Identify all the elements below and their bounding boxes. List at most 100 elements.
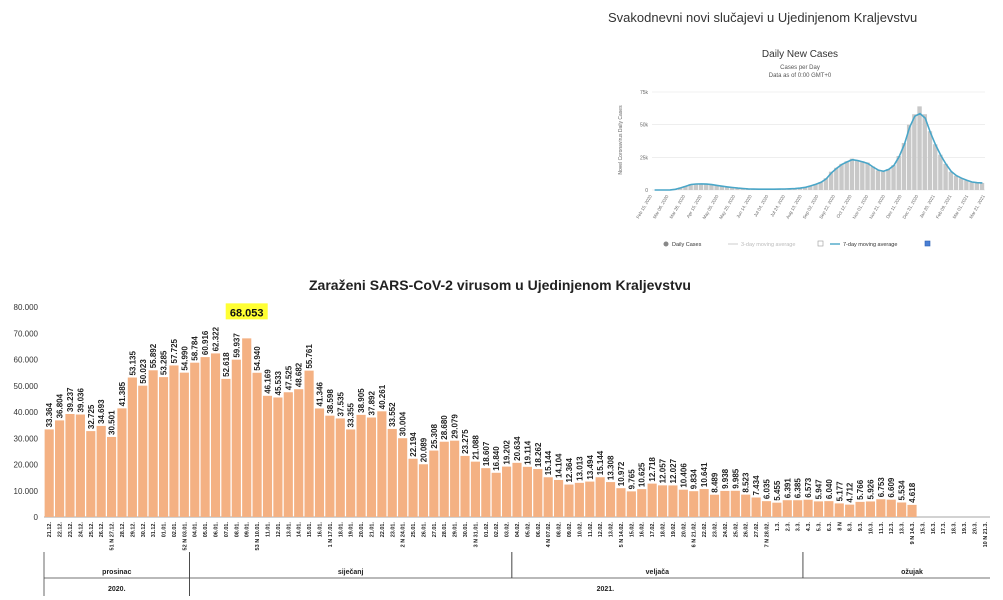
x-category-label: 11.02. bbox=[588, 522, 594, 537]
x-category-label: 08.01. bbox=[234, 522, 240, 538]
small-chart-bar bbox=[917, 106, 922, 190]
bar-value-label: 25.308 bbox=[430, 424, 439, 449]
bar-value-label: 5.766 bbox=[856, 479, 865, 500]
bar-value-label: 37.535 bbox=[336, 391, 345, 416]
bar bbox=[574, 482, 584, 517]
bar bbox=[595, 477, 605, 517]
main-chart-ytick: 40.000 bbox=[14, 408, 39, 417]
x-category-label: 30.12. bbox=[141, 522, 147, 538]
bar-value-label: 10.641 bbox=[700, 462, 709, 487]
x-category-label: 22.01. bbox=[380, 522, 386, 538]
x-category-label: 13.02. bbox=[609, 522, 615, 538]
highlight-label-background bbox=[225, 303, 268, 320]
bar bbox=[876, 499, 886, 517]
x-category-label: 18.02. bbox=[661, 522, 667, 538]
bar bbox=[709, 494, 720, 517]
small-chart-bar bbox=[698, 183, 704, 190]
bar-value-label: 30.004 bbox=[399, 411, 408, 436]
bar bbox=[127, 377, 137, 517]
small-chart-bar bbox=[719, 186, 725, 190]
bar-value-label: 6.573 bbox=[804, 477, 813, 498]
x-category-label: 12.01. bbox=[276, 522, 282, 538]
x-category-label: 3.3. bbox=[796, 522, 802, 532]
bar-value-label: 6.753 bbox=[877, 477, 886, 498]
bar-value-label: 5.177 bbox=[835, 481, 844, 502]
x-category-label: 04.02. bbox=[515, 522, 521, 538]
bar-value-label: 8.489 bbox=[711, 472, 720, 493]
bar-value-label: 6.385 bbox=[794, 478, 803, 499]
small-chart-bar bbox=[891, 165, 896, 190]
bar bbox=[678, 489, 688, 517]
bar bbox=[55, 420, 65, 517]
bar bbox=[564, 484, 574, 517]
x-category-label: 22.12. bbox=[58, 522, 64, 538]
x-category-label: 11.3. bbox=[879, 522, 885, 534]
small-chart-bar bbox=[797, 188, 803, 190]
bar bbox=[657, 485, 668, 517]
bar-value-label: 37.892 bbox=[367, 391, 376, 416]
bar bbox=[845, 504, 855, 517]
bar bbox=[741, 494, 751, 517]
bar bbox=[429, 450, 439, 517]
main-chart-ytick: 30.000 bbox=[14, 434, 39, 443]
small-chart-bar bbox=[860, 161, 865, 190]
x-category-label: 19.3. bbox=[962, 522, 968, 535]
bar-value-label: 14.104 bbox=[555, 453, 564, 478]
x-category-label: 06.02. bbox=[536, 522, 542, 538]
x-category-label: 12.3. bbox=[889, 522, 895, 535]
bar-value-label: 6.035 bbox=[762, 479, 771, 500]
x-category-label: 23.01. bbox=[390, 522, 396, 538]
x-category-label: 16.01. bbox=[317, 522, 323, 538]
x-category-label: 26.12. bbox=[99, 522, 105, 538]
bar bbox=[626, 491, 636, 517]
small-chart-bar bbox=[709, 184, 714, 190]
bar-value-label: 33.552 bbox=[388, 402, 397, 427]
x-category-label: 19.02. bbox=[671, 522, 677, 538]
x-category-label: 10.3. bbox=[868, 522, 874, 535]
bar bbox=[169, 365, 179, 517]
legend-7day: 7-day moving average bbox=[843, 242, 897, 248]
bar bbox=[158, 377, 169, 517]
small-chart-bar bbox=[828, 171, 834, 190]
bar bbox=[44, 429, 54, 517]
bar bbox=[294, 389, 304, 517]
bar-value-label: 12.718 bbox=[648, 457, 657, 482]
bar bbox=[86, 431, 96, 517]
bar-value-label: 20.089 bbox=[419, 437, 428, 462]
x-category-label: 28.01. bbox=[442, 522, 448, 538]
x-category-label: 5 N 14.02. bbox=[619, 522, 625, 548]
small-chart-bar bbox=[730, 187, 735, 190]
bar-value-label: 60.916 bbox=[201, 330, 210, 355]
x-category-label: 19.01. bbox=[349, 522, 355, 538]
bar bbox=[398, 438, 408, 517]
x-category-label: 15.3. bbox=[920, 522, 926, 535]
bar bbox=[200, 357, 210, 517]
month-label: siječanj bbox=[338, 569, 364, 576]
bar-value-label: 38.905 bbox=[357, 388, 366, 413]
small-chart-bar bbox=[735, 188, 740, 190]
x-category-label: 16.02. bbox=[640, 522, 646, 538]
x-category-label: 3 N 31.01. bbox=[473, 522, 479, 548]
bar bbox=[730, 490, 740, 517]
bar bbox=[502, 466, 512, 517]
bar bbox=[210, 353, 221, 517]
bar-value-label: 40.261 bbox=[378, 384, 387, 409]
x-category-label: 29.01. bbox=[453, 522, 459, 538]
x-category-label: 25.01. bbox=[411, 522, 417, 538]
small-chart-ytick: 75k bbox=[640, 90, 649, 96]
bar-value-label: 10.625 bbox=[638, 462, 647, 487]
x-category-label: 05.02. bbox=[525, 522, 531, 538]
bar bbox=[460, 455, 470, 517]
bar-value-label: 55.761 bbox=[305, 344, 314, 369]
bar-value-label: 34.693 bbox=[97, 399, 106, 424]
bar bbox=[772, 502, 782, 517]
bar bbox=[148, 370, 158, 517]
bar bbox=[138, 385, 148, 517]
x-category-label: 22.02. bbox=[702, 522, 708, 538]
bar bbox=[522, 466, 532, 517]
bar bbox=[179, 372, 189, 517]
bar bbox=[907, 504, 917, 517]
bar bbox=[450, 440, 460, 517]
bar-value-label: 30.501 bbox=[108, 410, 117, 435]
bar bbox=[262, 395, 273, 517]
